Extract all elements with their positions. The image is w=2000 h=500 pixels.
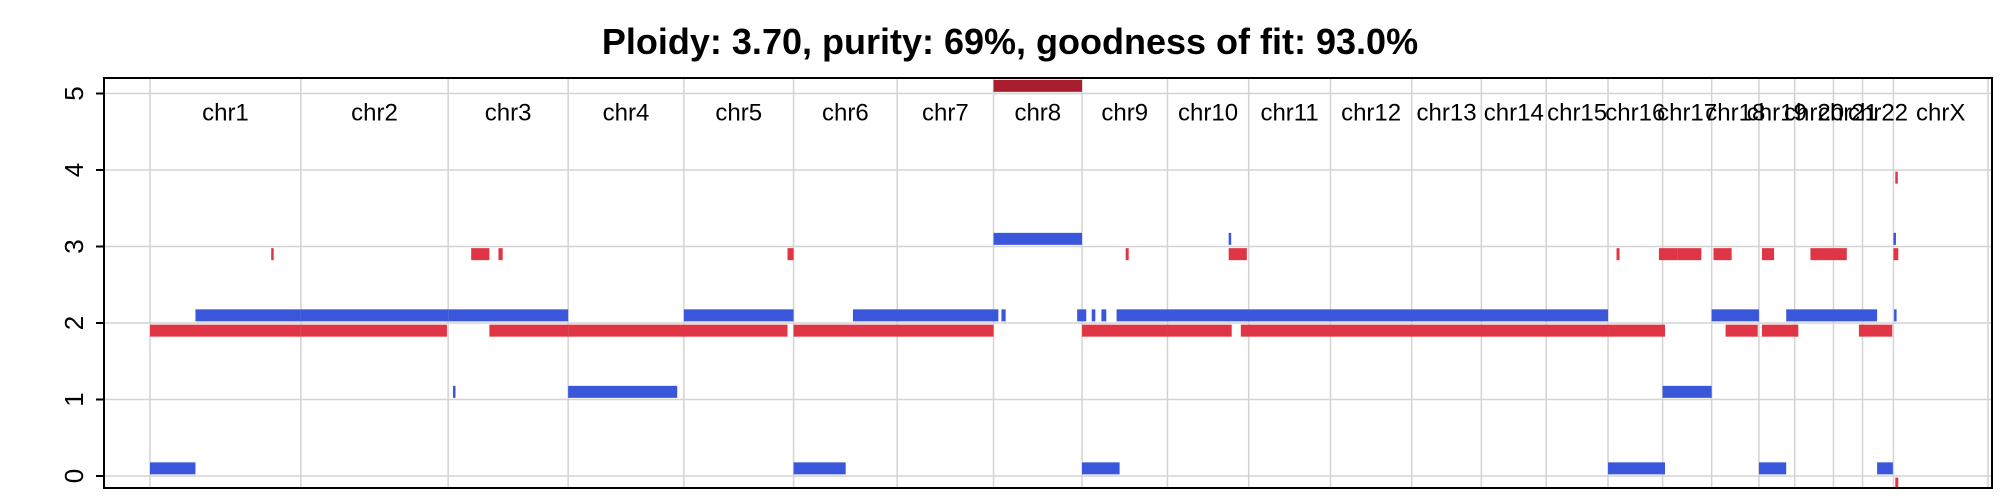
segment-1-15 bbox=[1116, 309, 1609, 322]
chr-label-chr17: chr17 bbox=[1657, 100, 1717, 127]
chr-label-chr12: chr12 bbox=[1341, 100, 1401, 127]
chr-label-chr4: chr4 bbox=[603, 100, 650, 127]
segment-0-24 bbox=[1858, 324, 1893, 337]
segment-1-7 bbox=[793, 462, 846, 475]
segment-1-4 bbox=[453, 385, 456, 398]
segment-0-7 bbox=[787, 248, 794, 261]
chr-label-chr16: chr16 bbox=[1605, 100, 1665, 127]
segment-1-17 bbox=[1608, 462, 1666, 475]
y-axis: 0 1 2 3 4 5 bbox=[59, 86, 104, 483]
segment-0-12 bbox=[1167, 324, 1232, 337]
chr-label-chr15: chr15 bbox=[1547, 100, 1607, 127]
chr-label-chr11: chr11 bbox=[1260, 100, 1318, 127]
segment-1-14 bbox=[1082, 462, 1120, 475]
chr-label-chr8: chr8 bbox=[1014, 100, 1061, 127]
segment-1-10 bbox=[1077, 309, 1087, 322]
segment-0-27 bbox=[1895, 477, 1899, 487]
segment-0-5 bbox=[489, 324, 569, 337]
segment-0-26 bbox=[1895, 171, 1898, 184]
segment-0-20 bbox=[1725, 324, 1758, 337]
segment-1-21 bbox=[1786, 309, 1878, 322]
segment-1-9 bbox=[1001, 309, 1006, 322]
segment-0-9 bbox=[993, 79, 1083, 92]
segment-0-21 bbox=[1761, 248, 1775, 261]
ytick-label-4: 4 bbox=[59, 163, 89, 177]
segment-marks bbox=[150, 79, 1899, 487]
segment-1-3 bbox=[448, 309, 569, 322]
segment-1-1 bbox=[195, 309, 301, 322]
segment-0-14 bbox=[1240, 324, 1609, 337]
segment-1-13 bbox=[993, 232, 1083, 245]
chr-label-chr5: chr5 bbox=[715, 100, 762, 127]
segment-1-24 bbox=[1894, 309, 1897, 322]
segment-0-17 bbox=[1658, 248, 1678, 261]
ytick-label-2: 2 bbox=[59, 316, 89, 330]
segment-0-25 bbox=[1893, 248, 1899, 261]
segment-1-0 bbox=[150, 462, 196, 475]
segment-1-20 bbox=[1758, 462, 1787, 475]
segment-1-16 bbox=[1228, 232, 1232, 245]
segment-1-12 bbox=[1101, 309, 1107, 322]
chr-label-chr13: chr13 bbox=[1417, 100, 1477, 127]
chr-label-chr21: chr21 bbox=[1818, 100, 1878, 127]
chart-title: Ploidy: 3.70, purity: 69%, goodness of f… bbox=[602, 21, 1418, 62]
segment-0-10 bbox=[1082, 324, 1168, 337]
chr-label-chr10: chr10 bbox=[1178, 100, 1238, 127]
segment-0-19 bbox=[1713, 248, 1732, 261]
chr-label-chr9: chr9 bbox=[1101, 100, 1148, 127]
chr-label-chr19: chr19 bbox=[1747, 100, 1807, 127]
segment-0-16 bbox=[1608, 324, 1666, 337]
segment-0-3 bbox=[471, 248, 490, 261]
segment-0-11 bbox=[1125, 248, 1129, 261]
grid-lines bbox=[105, 79, 1991, 487]
chromosome-labels: chr1 chr2 chr3 chr4 chr5 chr6 chr7 chr8 chr9 chr1… bbox=[202, 100, 1965, 127]
segment-1-23 bbox=[1893, 232, 1896, 245]
chr-label-chrX: chrX bbox=[1916, 100, 1965, 127]
segment-0-0 bbox=[150, 324, 301, 337]
chr-label-chr20: chr20 bbox=[1784, 100, 1844, 127]
chr-label-chr2: chr2 bbox=[351, 100, 398, 127]
chr-label-chr14: chr14 bbox=[1484, 100, 1544, 127]
segment-0-13 bbox=[1228, 248, 1247, 261]
chr-label-chr18: chr18 bbox=[1705, 100, 1765, 127]
segment-1-22 bbox=[1877, 462, 1893, 475]
segment-0-15 bbox=[1616, 248, 1620, 261]
segment-1-19 bbox=[1711, 309, 1759, 322]
segment-1-18 bbox=[1662, 385, 1712, 398]
segment-1-2 bbox=[300, 309, 449, 322]
plot-frame bbox=[103, 77, 1993, 489]
segment-0-6 bbox=[568, 324, 788, 337]
ytick-label-1: 1 bbox=[59, 392, 89, 406]
ytick-label-5: 5 bbox=[59, 86, 89, 100]
chr-label-chr6: chr6 bbox=[822, 100, 869, 127]
ytick-label-0: 0 bbox=[59, 469, 89, 483]
ytick-label-3: 3 bbox=[59, 239, 89, 253]
chr-label-chr22: chr22 bbox=[1848, 100, 1908, 127]
segment-0-18 bbox=[1677, 248, 1702, 261]
chr-label-chr3: chr3 bbox=[485, 100, 532, 127]
segment-0-4 bbox=[498, 248, 503, 261]
segment-1-5 bbox=[568, 385, 678, 398]
chr-label-chr7: chr7 bbox=[922, 100, 969, 127]
segment-0-1 bbox=[300, 324, 447, 337]
segment-0-8 bbox=[793, 324, 994, 337]
chr-label-chr1: chr1 bbox=[202, 100, 249, 127]
segment-0-22 bbox=[1761, 324, 1799, 337]
segment-1-8 bbox=[852, 309, 999, 322]
segment-0-2 bbox=[271, 248, 274, 261]
segment-0-23 bbox=[1810, 248, 1847, 261]
segment-1-11 bbox=[1091, 309, 1096, 322]
segment-1-6 bbox=[683, 309, 794, 322]
